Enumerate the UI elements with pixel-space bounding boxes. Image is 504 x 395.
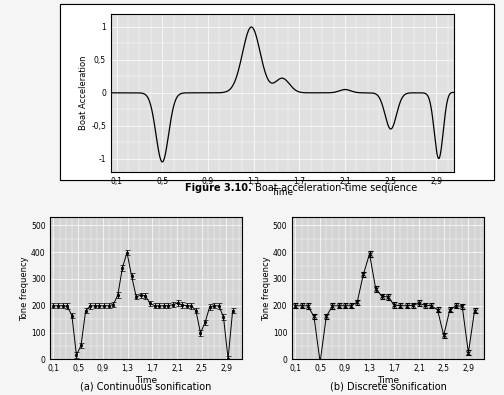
X-axis label: Time: Time: [377, 376, 399, 385]
X-axis label: Time: Time: [135, 376, 157, 385]
Text: (b) Discrete sonification: (b) Discrete sonification: [330, 381, 447, 391]
X-axis label: Time: Time: [271, 188, 293, 198]
Y-axis label: Tone frequency: Tone frequency: [21, 256, 30, 321]
Y-axis label: Boat Acceleration: Boat Acceleration: [79, 56, 88, 130]
Text: Figure 3.10.: Figure 3.10.: [185, 183, 252, 193]
Y-axis label: Tone frequency: Tone frequency: [263, 256, 272, 321]
Text: Boat-acceleration-time sequence: Boat-acceleration-time sequence: [252, 183, 417, 193]
Text: (a) Continuous sonification: (a) Continuous sonification: [81, 381, 212, 391]
